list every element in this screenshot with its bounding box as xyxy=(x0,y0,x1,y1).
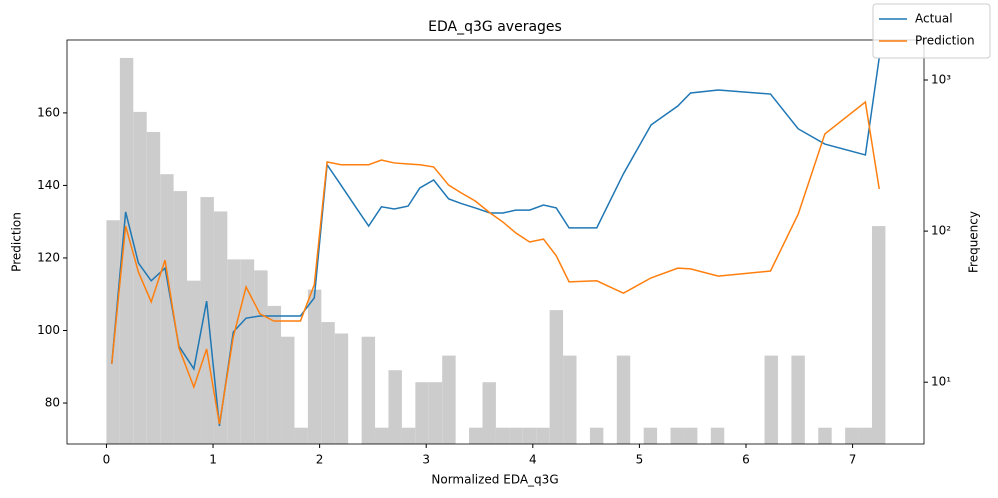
histogram-bar xyxy=(509,427,523,444)
histogram-bar xyxy=(791,355,805,444)
histogram-bar xyxy=(200,197,214,444)
histogram-bar xyxy=(334,333,349,444)
histogram-bar xyxy=(845,427,859,444)
x-tick-label: 0 xyxy=(103,453,111,467)
histogram-bar xyxy=(683,427,698,444)
y2-tick-label: 10¹ xyxy=(931,375,951,389)
y-tick-label: 160 xyxy=(37,105,60,119)
y-axis-label: Prediction xyxy=(10,212,24,272)
histogram-bar xyxy=(361,336,376,444)
histogram-bar xyxy=(146,131,161,444)
x-tick-label: 7 xyxy=(849,453,857,467)
histogram-bar xyxy=(133,111,147,444)
histogram-bar xyxy=(173,191,188,444)
x-tick-label: 5 xyxy=(636,453,644,467)
y-tick-label: 120 xyxy=(37,250,60,264)
histogram-bar xyxy=(307,289,322,444)
histogram-bar xyxy=(294,427,308,444)
x-tick-label: 4 xyxy=(529,453,537,467)
histogram-bar xyxy=(321,322,335,444)
legend-label: Actual xyxy=(915,12,953,26)
histogram-bar xyxy=(589,427,604,444)
histogram-bar xyxy=(442,355,456,444)
plot-frame xyxy=(66,39,925,445)
histogram-bar xyxy=(119,57,134,445)
histogram-bar xyxy=(227,259,241,444)
histogram-bar xyxy=(670,427,684,444)
legend-box xyxy=(872,3,991,59)
histogram-bar xyxy=(643,427,658,444)
histogram-bar xyxy=(240,259,255,444)
line-series xyxy=(111,57,880,426)
y-tick-label: 100 xyxy=(37,323,60,337)
x-axis-label: Normalized EDA_q3G xyxy=(431,473,558,487)
histogram-bar xyxy=(536,427,550,444)
y2-tick-label: 10² xyxy=(931,224,951,238)
histogram-bar xyxy=(213,211,228,444)
histogram-bar xyxy=(187,280,201,444)
x-tick-label: 6 xyxy=(742,453,750,467)
y-tick-label: 80 xyxy=(45,396,60,410)
histogram-bar xyxy=(616,355,631,444)
histogram-bar xyxy=(428,382,443,444)
x-tick-label: 2 xyxy=(316,453,324,467)
histogram-bar xyxy=(495,427,510,444)
histogram-bar xyxy=(160,174,174,444)
histogram-bar xyxy=(858,427,872,444)
x-tick-label: 1 xyxy=(209,453,217,467)
histogram-bar xyxy=(871,226,886,444)
histogram-bar xyxy=(401,427,416,444)
chart-title: EDA_q3G averages xyxy=(428,19,562,35)
histogram-bar xyxy=(281,336,295,444)
y2-tick-label: 10³ xyxy=(931,73,951,87)
histogram-bar xyxy=(375,427,389,444)
histogram-bar xyxy=(549,310,564,444)
histogram-bar xyxy=(522,427,537,444)
histogram-bar xyxy=(254,270,268,444)
histogram-bar xyxy=(710,427,725,444)
histogram-bar xyxy=(764,355,778,444)
line-series xyxy=(111,100,880,425)
legend-label: Prediction xyxy=(915,34,975,48)
histogram-bar xyxy=(415,382,429,444)
histogram-bar xyxy=(482,382,496,444)
histogram-bar xyxy=(267,305,282,444)
y-tick-label: 140 xyxy=(37,178,60,192)
histogram-bar xyxy=(106,220,120,444)
histogram-bar xyxy=(469,427,483,444)
y2-axis-label: Frequency xyxy=(967,211,981,273)
histogram-bar xyxy=(818,427,832,444)
histogram-bar xyxy=(563,355,577,444)
x-tick-label: 3 xyxy=(422,453,430,467)
legend: Actual Prediction xyxy=(872,3,991,59)
histogram-bar xyxy=(388,370,402,444)
